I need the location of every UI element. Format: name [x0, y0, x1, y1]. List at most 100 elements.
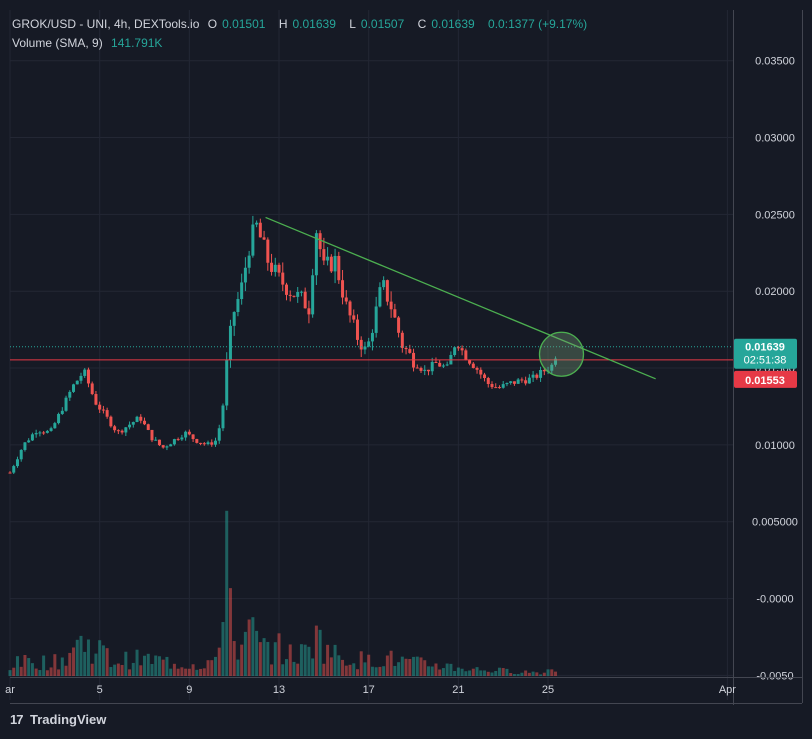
volume-bar [214, 656, 218, 676]
candle-body [535, 374, 539, 378]
volume-bar [236, 659, 240, 676]
volume-bar [143, 655, 147, 676]
volume-bar [288, 644, 292, 676]
brand-name: TradingView [30, 712, 107, 727]
volume-bars [8, 510, 558, 676]
candle-body [445, 364, 449, 366]
candle-body [64, 397, 68, 411]
volume-bar [83, 651, 87, 676]
volume-bar [430, 666, 434, 676]
volume-bar [516, 674, 520, 676]
time-axis[interactable]: ar 5 9 13 17 21 25 Apr [5, 10, 803, 704]
candle-body [486, 378, 490, 385]
candle-body [176, 439, 180, 441]
candle-body [30, 434, 34, 441]
symbol-header[interactable]: GROK/USD - UNI, 4h, DEXTools.io O 0.01501… [12, 17, 592, 31]
candle-body [539, 369, 543, 378]
volume-bar [109, 667, 113, 676]
x-tick-label: 25 [542, 684, 554, 696]
volume-bar [505, 668, 509, 676]
volume-bar [64, 665, 68, 676]
volume-bar [131, 662, 135, 676]
candle-body [258, 222, 262, 238]
volume-bar [318, 629, 322, 676]
candle-body [370, 332, 374, 342]
symbol-title[interactable]: GROK/USD - UNI, 4h, DEXTools.io [12, 17, 200, 31]
candle-body [453, 347, 457, 355]
candle-body [139, 416, 143, 421]
volume-bar [539, 674, 543, 676]
close-value: 0.01639 [431, 17, 475, 31]
volume-bar [307, 646, 311, 676]
volume-bar [150, 663, 154, 676]
trendline[interactable] [265, 216, 656, 380]
volume-bar [299, 644, 303, 676]
volume-bar [90, 663, 94, 676]
candle-body [247, 255, 251, 268]
candle-body [516, 379, 520, 384]
volume-bar [75, 639, 79, 676]
volume-bar [550, 669, 554, 676]
candle-body [273, 264, 277, 272]
y-tick-label: -0.0000 [756, 594, 793, 606]
y-tick-label: 0.005000 [752, 517, 798, 529]
candle-body [15, 459, 19, 467]
volume-bar [423, 660, 427, 676]
volume-value: 141.791K [111, 36, 163, 50]
candle-body [120, 430, 124, 433]
volume-bar [270, 664, 274, 676]
volume-bar [441, 668, 445, 676]
volume-bar [397, 662, 401, 676]
candle-body [441, 365, 445, 367]
candle-body [374, 306, 378, 333]
highlight-circle[interactable] [538, 331, 585, 377]
volume-bar [98, 640, 102, 676]
candle-body [303, 291, 307, 309]
last-price-label: 0.01639 [745, 342, 785, 354]
volume-bar [277, 633, 281, 676]
volume-bar [456, 667, 460, 676]
volume-bar [251, 617, 255, 676]
candle-body [34, 433, 38, 435]
volume-bar [344, 665, 348, 676]
candle-body [512, 381, 516, 384]
candle-body [243, 267, 247, 283]
low-value: 0.01507 [360, 17, 405, 31]
candle-body [397, 317, 401, 333]
high-label: H [278, 17, 288, 31]
volume-bar [348, 664, 352, 676]
change-value: 0.0:1377 (+9.17%) [488, 17, 588, 31]
candle-body [524, 380, 528, 384]
candle-body [554, 358, 558, 365]
volume-bar [30, 663, 34, 676]
volume-bar [471, 668, 475, 676]
volume-bar [243, 631, 247, 676]
tradingview-brand[interactable]: 17 TradingView [10, 712, 106, 727]
countdown-label: 02:51:38 [744, 355, 787, 367]
volume-bar [512, 674, 516, 676]
volume-bar [45, 670, 49, 676]
volume-bar [124, 651, 128, 676]
candle-body [23, 442, 27, 450]
candle-body [359, 339, 363, 350]
candle-body [83, 369, 87, 376]
volume-bar [157, 656, 161, 676]
x-tick-label: 21 [452, 684, 464, 696]
volume-bar [12, 667, 16, 676]
candle-body [79, 375, 83, 381]
candle-body [408, 349, 412, 353]
candle-body [419, 368, 423, 371]
candle-body [165, 446, 169, 448]
price-axis[interactable]: 0.035000.030000.025000.020000.015000.010… [733, 10, 798, 705]
candle-body [146, 424, 150, 430]
volume-bar [378, 666, 382, 676]
close-label: C [417, 17, 427, 31]
candle-body [542, 369, 546, 372]
volume-bar [281, 664, 285, 676]
volume-bar [385, 655, 389, 676]
tradingview-logo-icon: 17 [10, 712, 23, 727]
candle-body [221, 405, 225, 429]
volume-legend[interactable]: Volume (SMA, 9) 141.791K [12, 36, 167, 50]
